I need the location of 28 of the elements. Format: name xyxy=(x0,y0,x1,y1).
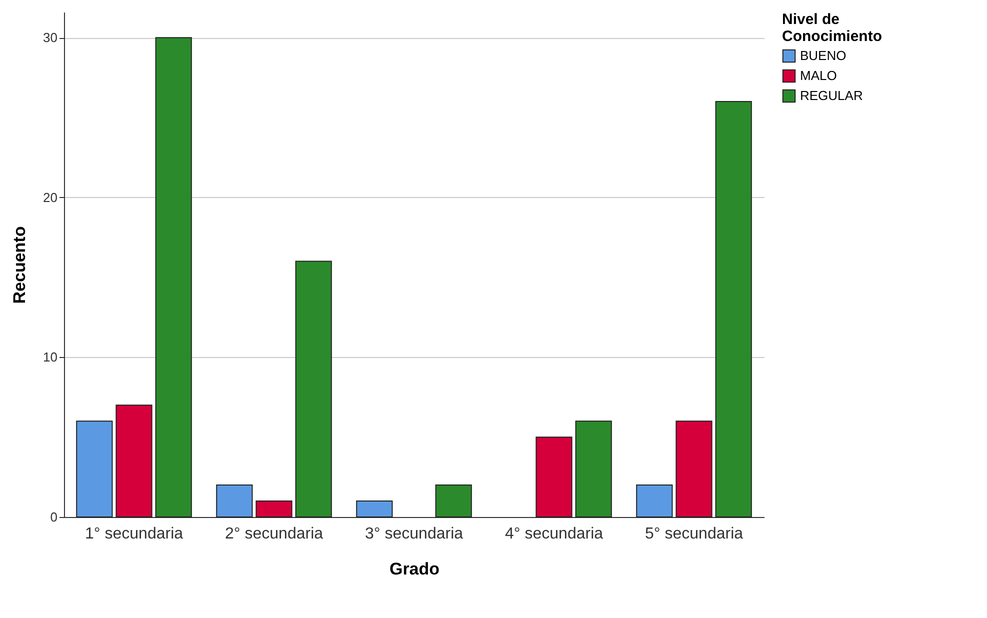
x-tick-label: 5° secundaria xyxy=(644,526,744,542)
bar xyxy=(116,404,152,518)
bar xyxy=(256,500,292,518)
bar xyxy=(216,484,253,518)
legend-title: Nivel de Conocimiento xyxy=(782,11,882,45)
x-tick-label: 2° secundaria xyxy=(224,526,324,542)
bar xyxy=(715,100,752,518)
bar xyxy=(295,260,332,518)
y-tick-label: 30 xyxy=(43,30,58,46)
legend-label: BUENO xyxy=(800,48,846,63)
legend-label: REGULAR xyxy=(800,88,863,103)
bar xyxy=(155,37,192,518)
y-tick-label: 0 xyxy=(50,510,58,524)
x-tick-label: 4° secundaria xyxy=(504,526,604,542)
bar xyxy=(76,420,113,518)
y-tick-label: 20 xyxy=(43,190,58,205)
y-tick-label: 10 xyxy=(43,350,58,365)
bar xyxy=(636,484,673,518)
x-axis-title: Grado xyxy=(389,560,440,578)
bar xyxy=(435,484,472,518)
legend-label: MALO xyxy=(800,68,837,83)
y-axis-title: Recuento xyxy=(10,226,30,304)
x-tick-label: 3° secundaria xyxy=(364,526,464,542)
x-tick-label: 1° secundaria xyxy=(84,526,184,542)
bar xyxy=(676,420,712,518)
bar xyxy=(536,436,572,518)
bar xyxy=(356,500,393,518)
bar xyxy=(575,420,612,518)
